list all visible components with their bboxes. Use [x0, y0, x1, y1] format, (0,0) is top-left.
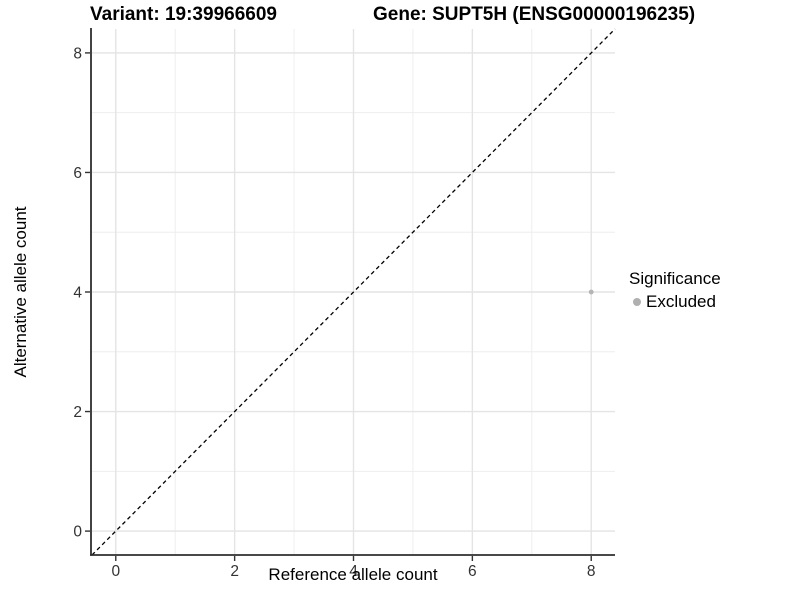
y-tick-label: 0 [73, 524, 82, 541]
x-axis-label: Reference allele count [268, 565, 438, 584]
x-tick-label: 6 [468, 563, 477, 580]
plot-title-gene: Gene: SUPT5H (ENSG00000196235) [373, 4, 696, 25]
y-tick-label: 6 [73, 165, 82, 182]
x-tick-label: 8 [587, 563, 596, 580]
data-point-excluded [588, 289, 594, 295]
plot-title-variant: Variant: 19:39966609 [90, 4, 277, 25]
x-tick-label: 0 [111, 563, 120, 580]
y-tick-label: 4 [73, 285, 82, 302]
legend-point-icon [633, 298, 641, 306]
x-tick-label: 4 [349, 563, 358, 580]
y-tick-label: 2 [73, 404, 82, 421]
x-tick-label: 2 [230, 563, 239, 580]
identity-dashed-line [91, 28, 616, 556]
legend-entry-label: Excluded [646, 292, 716, 311]
y-tick-label: 8 [73, 45, 82, 62]
legend-title: Significance [629, 269, 721, 288]
legend: Significance Excluded [629, 269, 721, 312]
legend-entry-excluded: Excluded [629, 292, 721, 312]
